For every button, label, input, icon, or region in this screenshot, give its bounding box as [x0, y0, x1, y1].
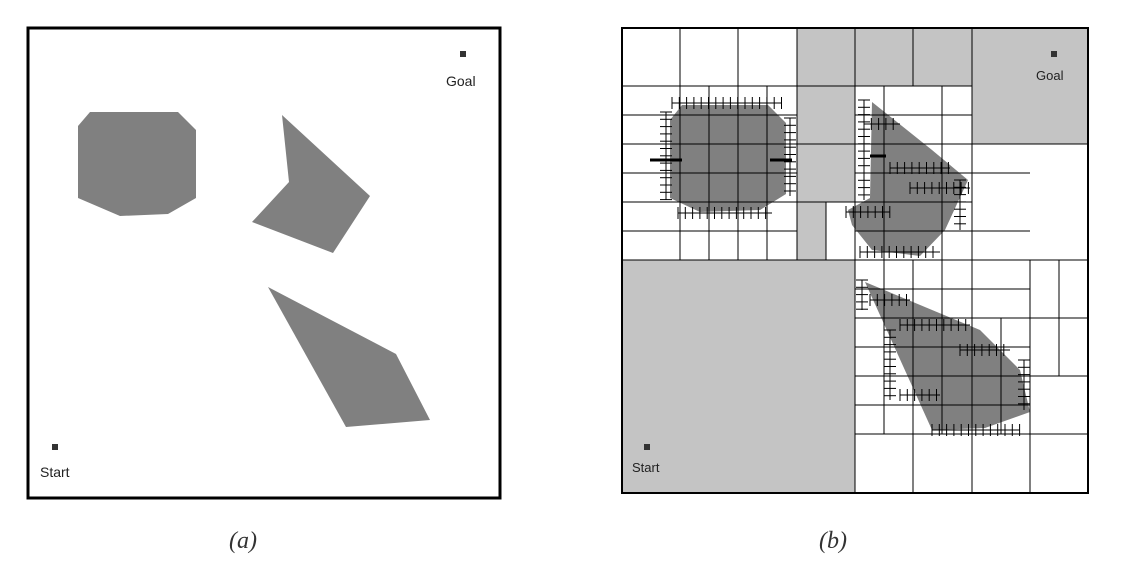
free-cell-goal [972, 28, 1088, 144]
goal-marker-a [460, 51, 466, 57]
workspace-border-a [28, 28, 500, 498]
goal-marker-b [1051, 51, 1057, 57]
octagon-obstacle-b [670, 105, 786, 212]
free-cell-large [622, 260, 855, 493]
workspace-panel-a: Goal Start [0, 0, 560, 525]
goal-label-b: Goal [1036, 68, 1064, 83]
goal-label-a: Goal [446, 73, 476, 89]
arrowhead-obstacle-b [848, 102, 968, 256]
quadtree-svg-b: Goal Start [560, 0, 1120, 520]
quadtree-panel-b: Goal Start [560, 0, 1120, 525]
free-cell-top [797, 28, 972, 86]
caption-a: (a) [203, 528, 283, 555]
start-label-b: Start [632, 460, 660, 475]
free-cell-small [797, 202, 826, 260]
octagon-obstacle [78, 112, 196, 216]
start-label-a: Start [40, 464, 70, 480]
workspace-svg-a: Goal Start [0, 0, 560, 520]
caption-b: (b) [793, 528, 873, 555]
start-marker-b [644, 444, 650, 450]
start-marker-a [52, 444, 58, 450]
